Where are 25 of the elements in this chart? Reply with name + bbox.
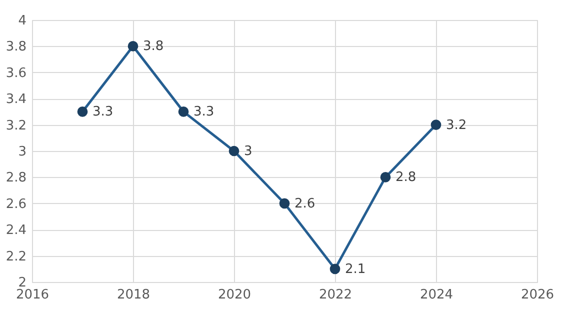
data-label: 3 — [244, 144, 252, 159]
data-label: 2.1 — [345, 262, 366, 277]
y-tick-label: 2.6 — [6, 196, 26, 212]
x-tick-label: 2022 — [318, 288, 352, 302]
x-tick-label: 2016 — [16, 288, 50, 302]
data-label: 3.2 — [446, 118, 467, 133]
data-label: 3.8 — [143, 39, 164, 54]
x-tick-label: 2024 — [420, 288, 454, 302]
y-tick-label: 3.2 — [6, 118, 26, 134]
y-tick-label: 2.2 — [6, 249, 26, 264]
y-tick-label: 3 — [18, 144, 26, 160]
y-tick-label: 3.6 — [6, 66, 26, 81]
y-tick-label: 3.4 — [6, 92, 26, 108]
x-tick-label: 2018 — [116, 288, 150, 302]
data-label: 3.3 — [194, 104, 214, 120]
y-tick-label: 2 — [18, 276, 26, 290]
y-tick-label: 2.4 — [6, 223, 26, 238]
y-tick-label: 2.8 — [6, 170, 26, 186]
data-label: 2.8 — [396, 170, 416, 186]
x-tick-label: 2026 — [520, 288, 554, 302]
data-label: 3.3 — [92, 104, 114, 120]
data-label: 2.6 — [294, 196, 316, 212]
y-tick-label: 3.8 — [6, 40, 26, 55]
y-tick-label: 4 — [18, 14, 26, 28]
x-tick-label: 2020 — [218, 288, 252, 302]
